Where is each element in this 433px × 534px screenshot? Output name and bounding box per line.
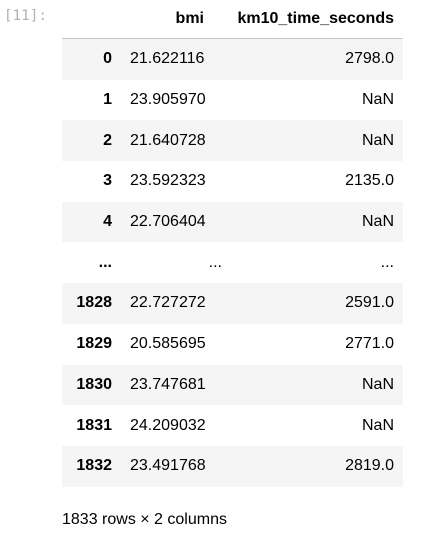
row-index: 4 — [103, 213, 112, 231]
cell-bmi: 21.622116 — [130, 50, 205, 68]
cell-km10-time-seconds: NaN — [361, 375, 394, 393]
row-index: 2 — [103, 131, 112, 149]
row-index: 1829 — [76, 335, 112, 353]
table-row: 1829 20.585695 2771.0 — [62, 323, 403, 365]
cell-bmi: 22.706404 — [130, 213, 206, 231]
row-index: 1 — [103, 91, 112, 109]
header-row: bmi km10_time_seconds — [62, 0, 403, 39]
table-row: 3 23.592323 2135.0 — [62, 161, 403, 202]
table-row: 1832 23.491768 2819.0 — [62, 445, 403, 487]
cell-bmi: 21.640728 — [130, 131, 206, 149]
table-row: 4 22.706404 NaN — [62, 201, 403, 243]
row-index: 1830 — [76, 375, 112, 393]
dataframe-table: bmi km10_time_seconds 0 21.622116 2798.0… — [62, 0, 403, 487]
cell-km10-time-seconds: 2771.0 — [345, 335, 394, 353]
cell-bmi: ... — [208, 253, 222, 271]
table-row-ellipsis: ... ... ... — [62, 242, 403, 284]
dataframe-shape-summary: 1833 rows × 2 columns — [62, 511, 227, 528]
row-index: 1828 — [76, 294, 112, 312]
column-header-index — [62, 0, 120, 39]
cell-km10-time-seconds: 2819.0 — [345, 457, 394, 475]
cell-km10-time-seconds: NaN — [361, 91, 394, 109]
column-header-bmi: bmi — [120, 0, 222, 39]
row-index: 0 — [103, 50, 112, 68]
row-index: 1832 — [76, 457, 112, 475]
column-header-km10-time-seconds: km10_time_seconds — [222, 0, 403, 39]
table-row: 0 21.622116 2798.0 — [62, 38, 403, 80]
table-row: 2 21.640728 NaN — [62, 120, 403, 162]
cell-km10-time-seconds: 2591.0 — [345, 294, 394, 312]
row-index: ... — [98, 253, 112, 271]
execution-count-prompt: [11]: — [4, 8, 48, 24]
table-header: bmi km10_time_seconds — [62, 0, 403, 39]
cell-km10-time-seconds: 2135.0 — [345, 172, 394, 190]
cell-bmi: 22.727272 — [130, 294, 206, 312]
table-row: 1828 22.727272 2591.0 — [62, 283, 403, 324]
cell-bmi: 23.491768 — [130, 457, 206, 475]
cell-bmi: 23.592323 — [130, 172, 206, 190]
cell-output: bmi km10_time_seconds 0 21.622116 2798.0… — [62, 0, 403, 487]
cell-km10-time-seconds: NaN — [361, 131, 394, 149]
table-row: 1831 24.209032 NaN — [62, 405, 403, 446]
cell-km10-time-seconds: NaN — [361, 213, 394, 231]
cell-bmi: 24.209032 — [130, 416, 206, 434]
cell-bmi: 20.585695 — [130, 335, 206, 353]
row-index: 3 — [103, 172, 112, 190]
cell-bmi: 23.905970 — [130, 91, 206, 109]
table-body: 0 21.622116 2798.0 1 23.905970 NaN 2 21.… — [62, 38, 403, 487]
table-row: 1 23.905970 NaN — [62, 79, 403, 121]
cell-km10-time-seconds: 2798.0 — [345, 50, 394, 68]
cell-bmi: 23.747681 — [130, 375, 206, 393]
cell-km10-time-seconds: ... — [380, 253, 394, 271]
cell-km10-time-seconds: NaN — [361, 416, 394, 434]
row-index: 1831 — [76, 416, 112, 434]
table-row: 1830 23.747681 NaN — [62, 364, 403, 406]
